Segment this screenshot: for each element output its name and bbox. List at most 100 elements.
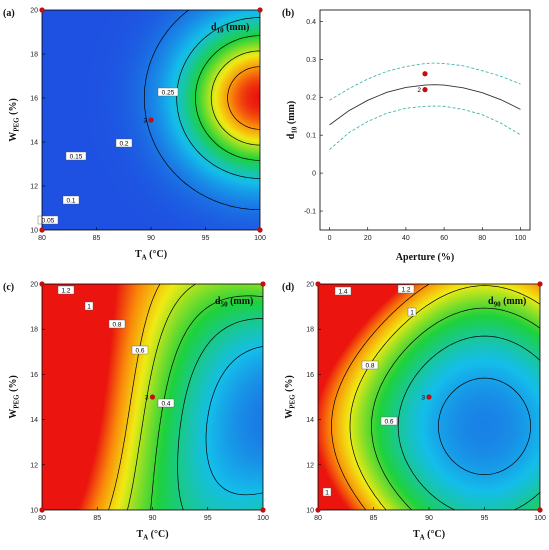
y-axis-label: WPEG (%) [284,375,297,419]
contour-label-box [84,301,94,311]
y-tick-label: 14 [306,417,314,424]
contour-label-box [57,285,75,295]
y-tick-label: 0.2 [306,95,316,102]
contour-line [177,318,263,511]
design-point [426,394,432,400]
x-tick-label: 90 [425,515,433,522]
contour-label: 0.6 [135,348,144,355]
contour-label: 0.4 [161,401,170,408]
contour-label-box [37,215,59,225]
design-point [260,281,266,287]
x-tick-label: 100 [254,235,266,242]
y-axis-label: WPEG (%) [8,375,21,419]
contour-line [195,35,260,161]
panel-d: (d) 0.6 0.8 1 1.2 1.4 1 d90 (mm) 80 85 90 95 100 10 12… [282,281,546,542]
y-axis-label: WPEG (%) [8,98,21,142]
design-point [422,87,428,93]
chart-title: d10 (mm) [211,22,249,35]
x-tick-label: 100 [257,515,269,522]
series-lower [329,105,521,150]
contour-label: 0.8 [112,322,121,329]
contour-label: 1 [410,310,414,317]
contour-line [227,66,261,130]
x-axis-label: Aperture (%) [396,252,454,263]
y-tick-label: 18 [30,52,38,59]
contour-line [176,17,260,179]
contour-line [210,50,261,146]
y-tick-label: 16 [30,372,38,379]
panel-label: (c) [3,282,14,293]
y-tick-label: 20 [30,8,38,15]
x-tick-label: 85 [93,235,101,242]
design-point [537,281,543,287]
contour-label: 0.6 [384,419,393,426]
design-point [39,227,45,233]
design-point [39,507,45,513]
y-tick-label: 10 [306,508,314,515]
design-point [257,7,263,13]
contour-label-box [334,286,352,296]
y-tick-label: 20 [30,282,38,289]
contour-line [397,335,541,511]
x-tick-label: 20 [364,235,372,242]
contour-label-box [62,195,80,205]
contour-line [143,9,260,211]
contour-label-box [397,284,415,294]
y-tick-label: 12 [30,462,38,469]
design-point-label: 2 [417,87,421,94]
design-point-label: 3 [421,395,425,402]
x-tick-label: 90 [147,235,155,242]
contour-label: 1.2 [61,288,70,295]
contour-label-box [380,416,398,426]
y-tick-label: -0.1 [304,209,316,216]
y-tick-label: 0.1 [306,133,316,140]
y-tick-label: 18 [306,327,314,334]
contour-label-box [115,138,133,148]
x-tick-label: 80 [314,515,322,522]
design-point [257,227,263,233]
x-tick-label: 95 [481,515,489,522]
y-tick-label: 10 [30,228,38,235]
x-tick-label: 0 [328,235,332,242]
contour-label-box [65,151,87,161]
contour-label: 1 [325,490,329,497]
contour-label-box [157,87,179,97]
x-tick-label: 95 [202,235,210,242]
design-point [148,117,154,123]
y-tick-label: 14 [30,417,38,424]
design-point [315,507,321,513]
contour-label-box [131,345,149,355]
design-point-label: 3 [143,118,147,125]
contour-label-box [157,398,175,408]
panel-a: (a) 0.05 0.1 0.15 0.2 0.25 d10 (mm) 80 85 90 95 100… [3,7,266,262]
plot-area [320,10,530,230]
contour-line [438,377,531,475]
contour-label-box [407,307,417,317]
contour-label: 0.8 [365,363,374,370]
panel-label: (a) [3,8,15,19]
x-tick-label: 60 [440,235,448,242]
contour-label-box [361,360,379,370]
contour-label: 0.15 [70,154,83,161]
x-tick-label: 95 [204,515,212,522]
design-point [315,281,321,287]
x-tick-label: 90 [149,515,157,522]
design-point [260,507,266,513]
contour-label: 1 [87,304,91,311]
contour-label: 0.1 [66,198,75,205]
design-point [149,394,156,400]
x-tick-label: 80 [38,235,46,242]
design-point [39,281,45,287]
contour-line [371,307,541,511]
plot-frame [319,9,531,231]
contour-line [108,283,161,511]
x-tick-label: 80 [478,235,486,242]
panel-label: (b) [282,8,294,19]
y-tick-label: 12 [306,462,314,469]
y-tick-label: 16 [30,96,38,103]
contour-label: 0.25 [162,90,175,97]
x-axis-label: TA (°C) [413,529,445,542]
contour-label: 0.05 [42,218,55,225]
y-tick-label: 10 [30,508,38,515]
